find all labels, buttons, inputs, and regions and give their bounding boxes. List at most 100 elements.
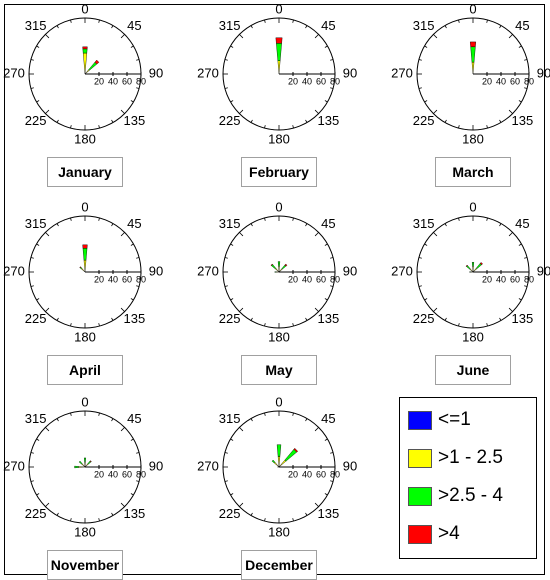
compass-tick — [292, 19, 294, 23]
direction-label-270: 270 — [3, 65, 25, 80]
direction-label-90: 90 — [149, 65, 163, 80]
compass-tick — [98, 518, 100, 522]
compass-tick — [264, 217, 266, 221]
compass-tick — [120, 502, 125, 507]
compass-tick — [130, 243, 134, 246]
bar-segment — [274, 271, 277, 273]
direction-label-315: 315 — [219, 411, 241, 426]
bar-segment — [469, 268, 473, 272]
compass-tick — [239, 34, 244, 39]
compass-tick — [324, 100, 328, 103]
radial-tick-label: 80 — [524, 274, 534, 284]
compass-tick — [136, 452, 140, 454]
month-label: May — [241, 355, 317, 385]
compass-tick — [305, 418, 308, 422]
month-label: November — [47, 550, 123, 580]
compass-tick — [518, 243, 522, 246]
bar-segment — [88, 61, 98, 71]
direction-label-0: 0 — [469, 199, 476, 214]
compass-tick — [330, 59, 334, 61]
direction-label-180: 180 — [74, 329, 96, 344]
radial-tick-label: 40 — [496, 76, 506, 86]
compass-tick — [239, 232, 244, 237]
compass-tick — [230, 243, 234, 246]
radial-tick-label: 60 — [316, 469, 326, 479]
direction-label-90: 90 — [149, 458, 163, 473]
legend-swatch-blue — [408, 410, 432, 430]
direction-label-0: 0 — [81, 1, 88, 16]
bar-segment — [74, 465, 79, 469]
direction-label-270: 270 — [3, 263, 25, 278]
compass-tick — [314, 307, 319, 312]
compass-tick — [30, 285, 34, 287]
compass-tick — [458, 323, 460, 327]
compass-tick — [224, 285, 228, 287]
compass-tick — [36, 243, 40, 246]
direction-label-225: 225 — [413, 113, 435, 128]
compass-tick — [508, 232, 513, 237]
compass-tick — [250, 119, 253, 123]
compass-tick — [111, 119, 114, 123]
radial-tick-label: 40 — [302, 76, 312, 86]
direction-label-135: 135 — [124, 311, 146, 326]
direction-label-270: 270 — [3, 458, 25, 473]
direction-label-135: 135 — [318, 311, 340, 326]
compass-tick — [314, 232, 319, 237]
radial-tick-label: 20 — [288, 469, 298, 479]
compass-tick — [56, 223, 59, 227]
compass-tick — [250, 317, 253, 321]
legend-swatch-red — [408, 524, 432, 544]
compass-tick — [239, 307, 244, 312]
compass-tick — [458, 217, 460, 221]
compass-tick — [45, 502, 50, 507]
radial-tick-label: 80 — [136, 469, 146, 479]
bar-segment — [473, 267, 478, 272]
compass-tick — [111, 25, 114, 29]
compass-tick — [120, 307, 125, 312]
compass-tick — [111, 512, 114, 516]
legend-item-1-2.5: >1 - 2.5 — [408, 446, 503, 470]
direction-label-0: 0 — [469, 1, 476, 16]
direction-label-315: 315 — [219, 216, 241, 231]
radial-tick-label: 40 — [108, 274, 118, 284]
month-label: February — [241, 157, 317, 187]
compass-tick — [250, 512, 253, 516]
compass-tick — [70, 217, 72, 221]
compass-tick — [330, 452, 334, 454]
compass-tick — [250, 25, 253, 29]
compass-tick — [250, 223, 253, 227]
compass-tick — [524, 257, 528, 259]
compass-tick — [30, 452, 34, 454]
radial-tick-label: 20 — [288, 274, 298, 284]
compass-tick — [45, 307, 50, 312]
legend-swatch-yellow — [408, 448, 432, 468]
radial-tick-label: 80 — [524, 76, 534, 86]
bar-segment — [84, 461, 86, 467]
compass-tick — [45, 427, 50, 432]
direction-label-45: 45 — [127, 18, 141, 33]
compass-tick — [130, 493, 134, 496]
compass-tick — [305, 317, 308, 321]
bar-segment — [85, 463, 89, 467]
compass-tick — [230, 45, 234, 48]
compass-tick — [444, 223, 447, 227]
radial-tick-label: 20 — [482, 274, 492, 284]
compass-tick — [524, 285, 528, 287]
compass-tick — [70, 19, 72, 23]
compass-tick — [314, 427, 319, 432]
compass-tick — [330, 257, 334, 259]
direction-label-135: 135 — [124, 506, 146, 521]
compass-tick — [324, 243, 328, 246]
compass-tick — [224, 59, 228, 61]
direction-label-90: 90 — [343, 263, 357, 278]
month-label: June — [435, 355, 511, 385]
compass-tick — [508, 307, 513, 312]
bar-segment — [80, 267, 85, 272]
radial-tick-label: 60 — [122, 76, 132, 86]
bar-segment — [82, 244, 88, 249]
direction-label-225: 225 — [219, 506, 241, 521]
compass-tick — [444, 317, 447, 321]
direction-label-45: 45 — [127, 411, 141, 426]
bar-segment — [83, 457, 87, 463]
